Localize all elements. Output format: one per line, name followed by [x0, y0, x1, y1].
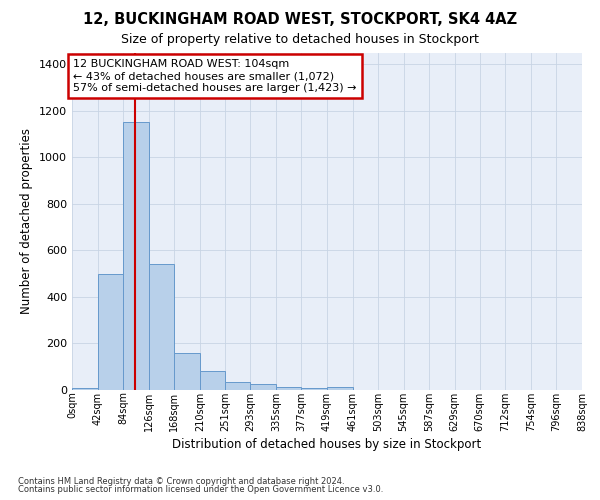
Bar	[174, 353, 200, 390]
Bar	[98, 274, 123, 390]
Text: Contains HM Land Registry data © Crown copyright and database right 2024.: Contains HM Land Registry data © Crown c…	[18, 477, 344, 486]
Text: 12, BUCKINGHAM ROAD WEST, STOCKPORT, SK4 4AZ: 12, BUCKINGHAM ROAD WEST, STOCKPORT, SK4…	[83, 12, 517, 28]
Bar	[301, 388, 327, 390]
Y-axis label: Number of detached properties: Number of detached properties	[20, 128, 34, 314]
Text: Contains public sector information licensed under the Open Government Licence v3: Contains public sector information licen…	[18, 485, 383, 494]
Bar	[250, 384, 276, 390]
Bar	[276, 386, 301, 390]
Text: Size of property relative to detached houses in Stockport: Size of property relative to detached ho…	[121, 32, 479, 46]
X-axis label: Distribution of detached houses by size in Stockport: Distribution of detached houses by size …	[172, 438, 482, 450]
Text: 12 BUCKINGHAM ROAD WEST: 104sqm
← 43% of detached houses are smaller (1,072)
57%: 12 BUCKINGHAM ROAD WEST: 104sqm ← 43% of…	[73, 60, 357, 92]
Bar	[327, 386, 353, 390]
Bar	[72, 388, 98, 390]
Bar	[200, 372, 225, 390]
Bar	[225, 382, 250, 390]
Bar	[123, 122, 149, 390]
Bar	[149, 264, 174, 390]
